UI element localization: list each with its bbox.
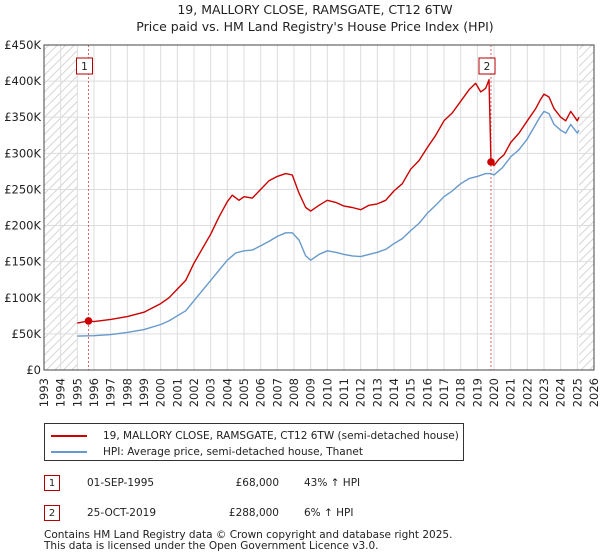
x-tick-label: 2006: [254, 378, 268, 407]
transaction-price: £68,000: [235, 477, 279, 489]
y-tick-label: £50K: [12, 327, 42, 341]
x-tick-label: 2010: [320, 378, 334, 407]
x-tick-label: 2011: [337, 378, 351, 407]
series-line-property: [77, 79, 580, 324]
transaction-hpi-change: 6% ↑ HPI: [304, 507, 354, 519]
x-tick-label: 2004: [220, 378, 234, 407]
chart-subtitle: Price paid vs. HM Land Registry's House …: [136, 19, 493, 34]
y-tick-label: £300K: [4, 146, 41, 160]
x-tick-label: 2023: [537, 378, 551, 407]
x-tick-label: 2025: [570, 378, 584, 407]
x-tick-label: 1994: [54, 378, 68, 407]
marker-badge-label: 1: [81, 61, 88, 73]
legend-item-hpi: HPI: Average price, semi-detached house,…: [51, 445, 363, 459]
transaction-marker-badge: 1: [44, 475, 60, 491]
y-tick-label: £350K: [4, 110, 41, 124]
legend-item-property: 19, MALLORY CLOSE, RAMSGATE, CT12 6TW (s…: [51, 429, 459, 443]
x-tick-label: 1996: [87, 378, 101, 407]
x-tick-label: 2022: [520, 378, 534, 407]
y-tick-label: £200K: [4, 219, 41, 233]
x-tick-label: 2021: [504, 378, 518, 407]
legend-swatch-property: [51, 435, 87, 437]
marker-badge-label: 2: [484, 61, 491, 73]
x-tick-label: 2003: [204, 378, 218, 407]
legend-label-hpi: HPI: Average price, semi-detached house,…: [103, 446, 363, 458]
plot-frame: [43, 44, 595, 371]
transaction-marker-badge: 2: [44, 505, 60, 521]
sale-point: [84, 317, 93, 325]
footer: Contains HM Land Registry data © Crown c…: [44, 530, 452, 552]
legend: 19, MALLORY CLOSE, RAMSGATE, CT12 6TW (s…: [44, 423, 464, 461]
y-tick-label: £100K: [4, 291, 41, 305]
x-tick-label: 1997: [104, 378, 118, 407]
y-tick-label: £250K: [4, 182, 41, 196]
x-tick-label: 2008: [287, 378, 301, 407]
transaction-price: £288,000: [228, 507, 279, 519]
x-tick-label: 2005: [237, 378, 251, 407]
x-tick-label: 2024: [554, 378, 568, 407]
x-tick-label: 2017: [437, 378, 451, 407]
x-tick-label: 1993: [37, 378, 51, 407]
post-data-hatch: [579, 45, 594, 370]
legend-swatch-hpi: [51, 451, 87, 453]
x-tick-label: 2001: [170, 378, 184, 407]
plot-area: £0 £50K £100K £150K £200K £250K £300K £350K £400…: [4, 38, 600, 407]
marker-badge-box: [76, 57, 93, 75]
x-tick-label: 1995: [70, 378, 84, 407]
y-tick-label: £450K: [4, 38, 41, 52]
x-tick-label: 2007: [270, 378, 284, 407]
footer-copyright: Contains HM Land Registry data © Crown c…: [44, 529, 453, 541]
price-chart: 19, MALLORY CLOSE, RAMSGATE, CT12 6TW Pr…: [4, 2, 600, 407]
sale-point: [487, 158, 495, 166]
x-tick-label: 2019: [470, 378, 484, 407]
x-tick-label: 2018: [454, 378, 468, 407]
x-tick-label: 2009: [304, 378, 318, 407]
x-tick-label: 2014: [387, 378, 401, 407]
transaction-date: 01-SEP-1995: [87, 477, 155, 489]
x-tick-label: 2002: [187, 378, 201, 407]
x-tick-label: 1998: [120, 378, 134, 407]
series-line-hpi: [77, 110, 580, 337]
y-tick-label: £0: [26, 363, 41, 377]
y-tick-label: £400K: [4, 74, 41, 88]
x-tick-label: 2026: [587, 378, 600, 407]
x-tick-label: 2000: [154, 378, 168, 407]
footer-licence: This data is licensed under the Open Gov…: [44, 540, 379, 552]
x-tick-label: 2015: [404, 378, 418, 407]
x-tick-label: 2013: [370, 378, 384, 407]
y-tick-label: £150K: [4, 255, 41, 269]
x-tick-label: 2020: [487, 378, 501, 407]
x-tick-label: 2012: [354, 378, 368, 407]
transaction-hpi-change: 43% ↑ HPI: [304, 477, 361, 489]
legend-label-property: 19, MALLORY CLOSE, RAMSGATE, CT12 6TW (s…: [103, 430, 459, 442]
x-tick-label: 1999: [137, 378, 151, 407]
transaction-date: 25-OCT-2019: [87, 507, 156, 519]
chart-title: 19, MALLORY CLOSE, RAMSGATE, CT12 6TW: [177, 2, 452, 17]
x-tick-label: 2016: [420, 378, 434, 407]
marker-badge-box: [478, 57, 496, 75]
